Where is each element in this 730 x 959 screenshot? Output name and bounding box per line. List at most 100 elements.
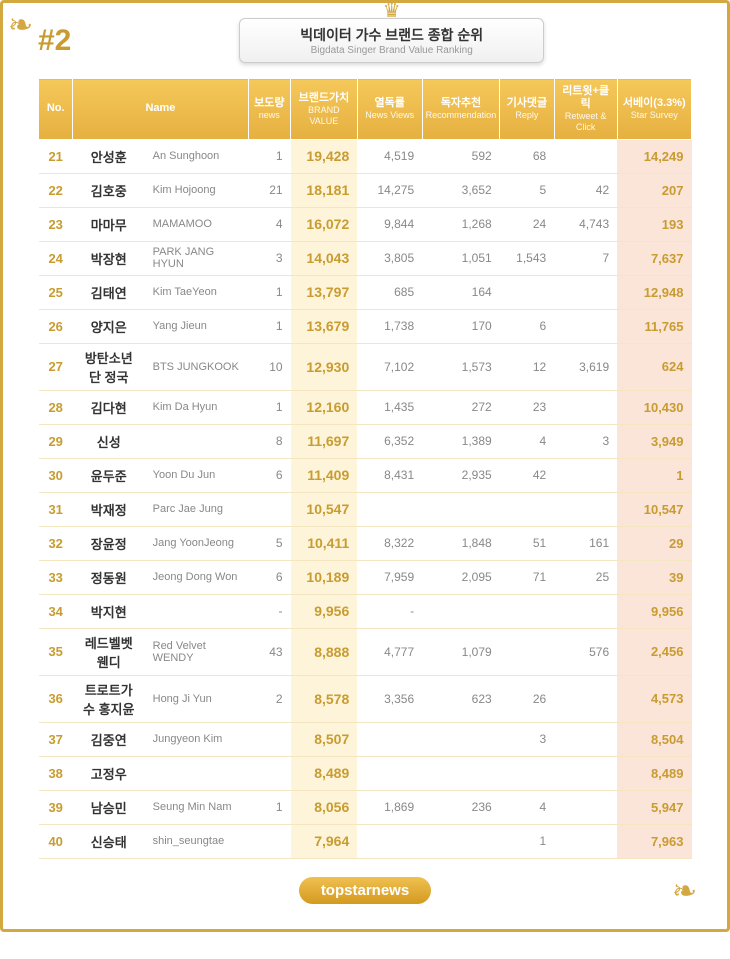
cell-no: 27: [39, 343, 73, 390]
cell-reply: [500, 594, 554, 628]
cell-reply: 51: [500, 526, 554, 560]
cell-name-kr: 박장현: [73, 241, 145, 275]
cell-news: 43: [248, 628, 291, 675]
cell-news: 8: [248, 424, 291, 458]
cell-name-en: An Sunghoon: [145, 139, 248, 173]
ranking-table: No. Name 보도량news 브랜드가치BRAND VALUE 열독률New…: [38, 78, 692, 859]
col-reply: 기사댓글Reply: [500, 79, 554, 140]
cell-survey: 14,249: [617, 139, 691, 173]
cell-reply: [500, 492, 554, 526]
cell-recommendation: 170: [422, 309, 500, 343]
cell-views: -: [357, 594, 422, 628]
cell-retweet: 576: [554, 628, 617, 675]
cell-views: 9,844: [357, 207, 422, 241]
cell-name-kr: 김다현: [73, 390, 145, 424]
cell-name-en: Jungyeon Kim: [145, 722, 248, 756]
cell-brand-value: 10,547: [291, 492, 358, 526]
cell-brand-value: 12,160: [291, 390, 358, 424]
cell-brand-value: 13,797: [291, 275, 358, 309]
col-news: 보도량news: [248, 79, 291, 140]
footer-logo: topstarnews: [38, 877, 692, 904]
cell-news: 3: [248, 241, 291, 275]
cell-retweet: [554, 275, 617, 309]
col-rec: 독자추천Recommendation: [422, 79, 500, 140]
cell-brand-value: 10,189: [291, 560, 358, 594]
cell-news: 1: [248, 790, 291, 824]
cell-reply: 71: [500, 560, 554, 594]
cell-recommendation: 592: [422, 139, 500, 173]
cell-name-en: Kim TaeYeon: [145, 275, 248, 309]
cell-brand-value: 13,679: [291, 309, 358, 343]
cell-survey: 624: [617, 343, 691, 390]
cell-no: 22: [39, 173, 73, 207]
cell-retweet: [554, 675, 617, 722]
cell-no: 21: [39, 139, 73, 173]
cell-recommendation: 164: [422, 275, 500, 309]
cell-views: 4,519: [357, 139, 422, 173]
cell-survey: 10,430: [617, 390, 691, 424]
cell-brand-value: 12,930: [291, 343, 358, 390]
cell-no: 26: [39, 309, 73, 343]
cell-no: 33: [39, 560, 73, 594]
cell-retweet: 161: [554, 526, 617, 560]
col-name: Name: [73, 79, 248, 140]
cell-recommendation: 2,935: [422, 458, 500, 492]
cell-retweet: 3: [554, 424, 617, 458]
cell-views: [357, 722, 422, 756]
cell-survey: 8,504: [617, 722, 691, 756]
cell-news: -: [248, 594, 291, 628]
cell-survey: 7,963: [617, 824, 691, 858]
table-row: 28김다현Kim Da Hyun112,1601,4352722310,430: [39, 390, 692, 424]
cell-brand-value: 8,578: [291, 675, 358, 722]
cell-name-en: MAMAMOO: [145, 207, 248, 241]
cell-retweet: [554, 756, 617, 790]
table-row: 40신승태shin_seungtae7,96417,963: [39, 824, 692, 858]
cell-recommendation: 2,095: [422, 560, 500, 594]
cell-news: 1: [248, 309, 291, 343]
cell-reply: 3: [500, 722, 554, 756]
cell-retweet: [554, 139, 617, 173]
cell-news: 10: [248, 343, 291, 390]
cell-news: 6: [248, 458, 291, 492]
cell-news: 5: [248, 526, 291, 560]
cell-survey: 11,765: [617, 309, 691, 343]
cell-no: 32: [39, 526, 73, 560]
cell-views: 1,435: [357, 390, 422, 424]
cell-news: [248, 756, 291, 790]
cell-retweet: [554, 390, 617, 424]
cell-name-kr: 박재정: [73, 492, 145, 526]
table-row: 39남승민Seung Min Nam18,0561,86923645,947: [39, 790, 692, 824]
cell-retweet: [554, 722, 617, 756]
cell-survey: 5,947: [617, 790, 691, 824]
cell-views: [357, 756, 422, 790]
cell-recommendation: 3,652: [422, 173, 500, 207]
cell-no: 23: [39, 207, 73, 241]
col-views: 열독률News Views: [357, 79, 422, 140]
cell-reply: 42: [500, 458, 554, 492]
cell-brand-value: 14,043: [291, 241, 358, 275]
cell-recommendation: 236: [422, 790, 500, 824]
cell-name-en: Hong Ji Yun: [145, 675, 248, 722]
cell-name-kr: 신승태: [73, 824, 145, 858]
cell-news: 4: [248, 207, 291, 241]
cell-name-en: Jeong Dong Won: [145, 560, 248, 594]
cell-news: 21: [248, 173, 291, 207]
cell-views: 7,102: [357, 343, 422, 390]
table-row: 21안성훈An Sunghoon119,4284,5195926814,249: [39, 139, 692, 173]
cell-no: 39: [39, 790, 73, 824]
table-row: 24박장현PARK JANG HYUN314,0433,8051,0511,54…: [39, 241, 692, 275]
cell-news: [248, 722, 291, 756]
cell-recommendation: 1,079: [422, 628, 500, 675]
cell-reply: [500, 628, 554, 675]
cell-survey: 10,547: [617, 492, 691, 526]
cell-reply: 23: [500, 390, 554, 424]
cell-views: 14,275: [357, 173, 422, 207]
cell-no: 25: [39, 275, 73, 309]
cell-no: 36: [39, 675, 73, 722]
cell-recommendation: [422, 492, 500, 526]
cell-reply: 5: [500, 173, 554, 207]
cell-name-kr: 김태연: [73, 275, 145, 309]
cell-retweet: 3,619: [554, 343, 617, 390]
cell-recommendation: 1,573: [422, 343, 500, 390]
cell-name-kr: 안성훈: [73, 139, 145, 173]
